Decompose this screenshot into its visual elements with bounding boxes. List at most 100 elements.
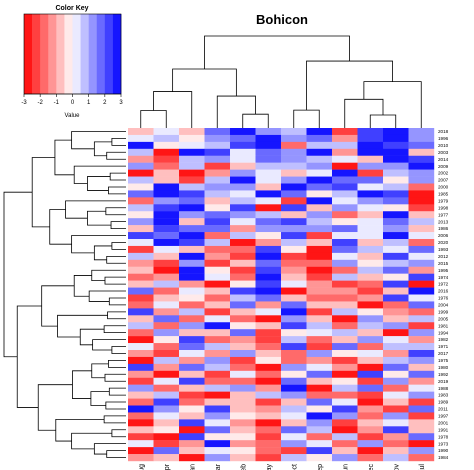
heatmap-cell <box>383 148 409 156</box>
heatmap-cell <box>230 398 256 406</box>
heatmap-cell <box>153 183 180 191</box>
heatmap-cell <box>332 259 358 267</box>
heatmap-cell <box>179 433 205 441</box>
heatmap-cell <box>153 405 180 413</box>
heatmap-cell <box>357 329 384 337</box>
dendrogram-branch <box>73 275 92 297</box>
heatmap-cell <box>128 363 154 372</box>
heatmap-cell <box>230 370 256 378</box>
heatmap-cell <box>408 440 435 448</box>
color-key-title: Color Key <box>55 5 88 12</box>
heatmap-cell <box>306 148 333 156</box>
heatmap-cell <box>255 315 282 323</box>
heatmap-cell <box>332 266 358 274</box>
dendrogram-branch <box>204 35 350 69</box>
row-label: 1981 <box>438 323 449 328</box>
row-label: 1991 <box>438 427 449 432</box>
heatmap-cell <box>128 239 154 247</box>
heatmap-cell <box>179 128 205 136</box>
heatmap-cell <box>179 239 205 247</box>
heatmap-cell <box>383 232 409 240</box>
color-key-tick-label: 1 <box>87 100 91 106</box>
heatmap-cell <box>230 162 256 170</box>
heatmap-cell <box>408 426 435 434</box>
heatmap-cell <box>204 370 231 378</box>
heatmap-cell <box>332 162 358 170</box>
heatmap-cell <box>128 190 154 198</box>
heatmap-cell <box>281 412 307 420</box>
row-label: 1985 <box>438 192 449 197</box>
heatmap-cell <box>230 239 256 247</box>
heatmap-cell <box>332 239 358 247</box>
heatmap-cell <box>281 183 307 191</box>
color-key-tick-label: 3 <box>119 100 123 106</box>
heatmap-cell <box>128 426 154 434</box>
heatmap-cell <box>332 204 358 212</box>
heatmap-cell <box>306 412 333 420</box>
heatmap-cell <box>357 322 384 330</box>
heatmap-cell <box>230 252 256 261</box>
row-label: 2016 <box>438 289 449 294</box>
heatmap-cell <box>204 176 231 184</box>
heatmap-cell <box>306 252 333 261</box>
heatmap-cell <box>179 148 205 156</box>
heatmap-cell <box>383 301 409 309</box>
row-label: 1978 <box>438 434 449 439</box>
heatmap-cell <box>255 419 282 427</box>
heatmap-cell <box>332 377 358 385</box>
heatmap-cell <box>204 287 231 295</box>
heatmap-cell <box>357 405 384 413</box>
heatmap-cell <box>281 245 307 254</box>
heatmap-cell <box>357 391 384 399</box>
row-label: 1986 <box>438 226 449 231</box>
heatmap-cell <box>255 225 282 233</box>
heatmap-cell <box>128 266 154 274</box>
heatmap-cell <box>281 370 307 378</box>
column-label: oct <box>291 464 298 470</box>
heatmap-cell <box>204 329 231 337</box>
heatmap-cell <box>357 155 384 163</box>
heatmap-cell <box>204 155 231 163</box>
heatmap-cell <box>204 398 231 406</box>
heatmap-cell <box>230 405 256 413</box>
heatmap-cell <box>357 141 384 150</box>
heatmap-cell <box>281 301 307 309</box>
dendrogram-branch <box>41 285 75 327</box>
heatmap-cell <box>179 183 205 191</box>
heatmap-cell <box>281 176 307 184</box>
heatmap-cell <box>179 259 205 267</box>
heatmap-cell <box>179 204 205 212</box>
heatmap-cell <box>255 280 282 288</box>
heatmap-cell <box>383 322 409 330</box>
heatmap-cell <box>204 419 231 427</box>
heatmap-cell <box>204 190 231 198</box>
heatmap-cell <box>204 211 231 219</box>
heatmap-cell <box>204 454 231 462</box>
heatmap-cell <box>408 398 435 406</box>
heatmap-cell <box>332 128 358 136</box>
heatmap-cell <box>357 273 384 281</box>
row-label: 2007 <box>438 178 449 183</box>
heatmap-cell <box>306 287 333 295</box>
heatmap-cell <box>230 454 256 462</box>
heatmap-cell <box>408 211 435 219</box>
heatmap-cell <box>306 398 333 406</box>
dendrogram-branch <box>105 207 126 216</box>
heatmap-cell <box>281 350 307 358</box>
heatmap-cell <box>332 419 358 427</box>
row-label: 1993 <box>438 247 449 252</box>
heatmap-cell <box>128 162 154 170</box>
heatmap-cell <box>153 259 180 267</box>
dendrogram-branch <box>54 139 75 176</box>
color-key-swatch <box>88 14 98 94</box>
heatmap-cell <box>281 308 307 316</box>
heatmap-cell <box>306 155 333 163</box>
heatmap-cell <box>255 356 282 365</box>
heatmap-cell <box>204 426 231 434</box>
heatmap-cell <box>255 169 282 177</box>
column-label: nov <box>393 464 400 470</box>
row-label: 2020 <box>438 240 449 245</box>
heatmap-cell <box>306 232 333 240</box>
heatmap-cell <box>357 239 384 247</box>
heatmap-cell <box>306 370 333 378</box>
